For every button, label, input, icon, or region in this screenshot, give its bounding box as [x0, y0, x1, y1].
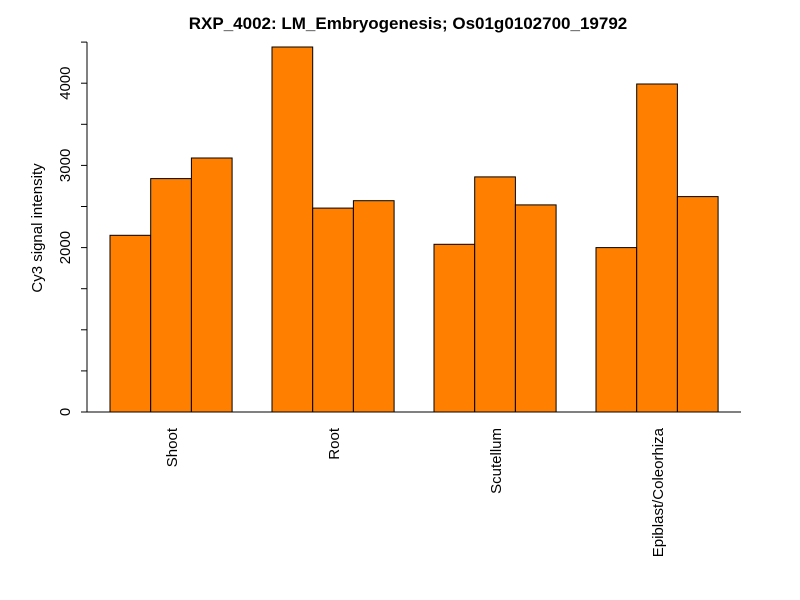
bar-shoot-1: [109, 234, 152, 413]
bar-epiblast-coleorhiza-3: [676, 196, 719, 413]
bar-shoot-2: [150, 178, 192, 413]
y-tick-label: 2000: [57, 231, 74, 264]
bar-epiblast-coleorhiza-2: [636, 83, 678, 413]
y-axis-label: Cy3 signal intensity: [29, 163, 46, 293]
chart-title: RXP_4002: LM_Embryogenesis; Os01g0102700…: [189, 14, 627, 33]
x-category-label: Root: [326, 427, 343, 460]
y-tick-label: 0: [57, 408, 74, 416]
bar-scutellum-3: [514, 204, 557, 413]
x-category-label: Scutellum: [488, 428, 505, 494]
bar-root-2: [312, 207, 354, 413]
x-category-label: Epiblast/Coleorhiza: [650, 427, 667, 557]
bar-shoot-3: [190, 157, 233, 413]
bar-scutellum-2: [474, 176, 516, 413]
x-category-label: Shoot: [164, 427, 181, 467]
bar-root-1: [271, 46, 314, 413]
bars-layer: [109, 46, 719, 413]
y-tick-label: 3000: [57, 149, 74, 182]
axes-layer: 0 2000 3000 4000 Shoot Root Scutellum Epiblast/…: [57, 41, 741, 557]
bar-scutellum-1: [433, 243, 476, 413]
bar-root-3: [352, 200, 395, 413]
y-tick-label: 4000: [57, 67, 74, 100]
bar-epiblast-coleorhiza-1: [595, 247, 638, 413]
